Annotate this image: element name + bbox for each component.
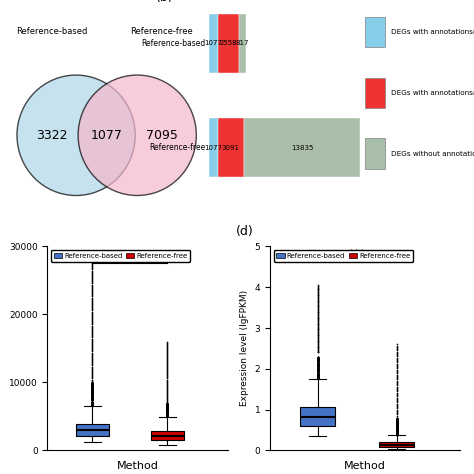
Bar <box>218 14 239 73</box>
Text: 13835: 13835 <box>291 145 313 151</box>
Text: DEGs with annotations(sha: DEGs with annotations(sha <box>391 29 474 36</box>
Legend: Reference-based, Reference-free: Reference-based, Reference-free <box>51 250 191 262</box>
PathPatch shape <box>300 407 335 427</box>
Text: 1077: 1077 <box>204 145 222 151</box>
PathPatch shape <box>151 431 184 440</box>
Text: 1077: 1077 <box>91 129 123 142</box>
Text: 2558: 2558 <box>219 40 237 46</box>
Ellipse shape <box>78 75 196 195</box>
Text: (b): (b) <box>155 0 173 4</box>
Bar <box>239 14 246 73</box>
Ellipse shape <box>17 75 135 195</box>
Text: Reference-free: Reference-free <box>130 27 193 36</box>
Text: 3091: 3091 <box>222 145 240 151</box>
Text: DEGs with annotations(spe: DEGs with annotations(spe <box>391 90 474 96</box>
Text: ***: *** <box>121 251 138 262</box>
Text: DEGs without annotations: DEGs without annotations <box>391 151 474 156</box>
Text: 3322: 3322 <box>36 129 67 142</box>
Bar <box>209 118 218 177</box>
Text: 817: 817 <box>236 40 249 46</box>
Bar <box>365 138 384 169</box>
Y-axis label: Expression level (lgFPKM): Expression level (lgFPKM) <box>240 291 249 406</box>
Text: 7095: 7095 <box>146 129 178 142</box>
Text: (d): (d) <box>236 225 254 238</box>
Bar <box>244 118 360 177</box>
Bar <box>365 17 384 47</box>
Bar <box>365 78 384 108</box>
Bar <box>209 14 218 73</box>
Bar <box>218 118 244 177</box>
X-axis label: Method: Method <box>117 461 158 471</box>
Text: Reference-based: Reference-based <box>16 27 87 36</box>
Text: Reference-based: Reference-based <box>141 39 206 48</box>
PathPatch shape <box>75 424 109 436</box>
Text: Reference-free: Reference-free <box>149 143 206 152</box>
PathPatch shape <box>379 442 414 447</box>
Text: ***: *** <box>349 249 365 259</box>
X-axis label: Method: Method <box>344 461 386 471</box>
Text: 1077: 1077 <box>204 40 222 46</box>
Legend: Reference-based, Reference-free: Reference-based, Reference-free <box>273 250 413 262</box>
